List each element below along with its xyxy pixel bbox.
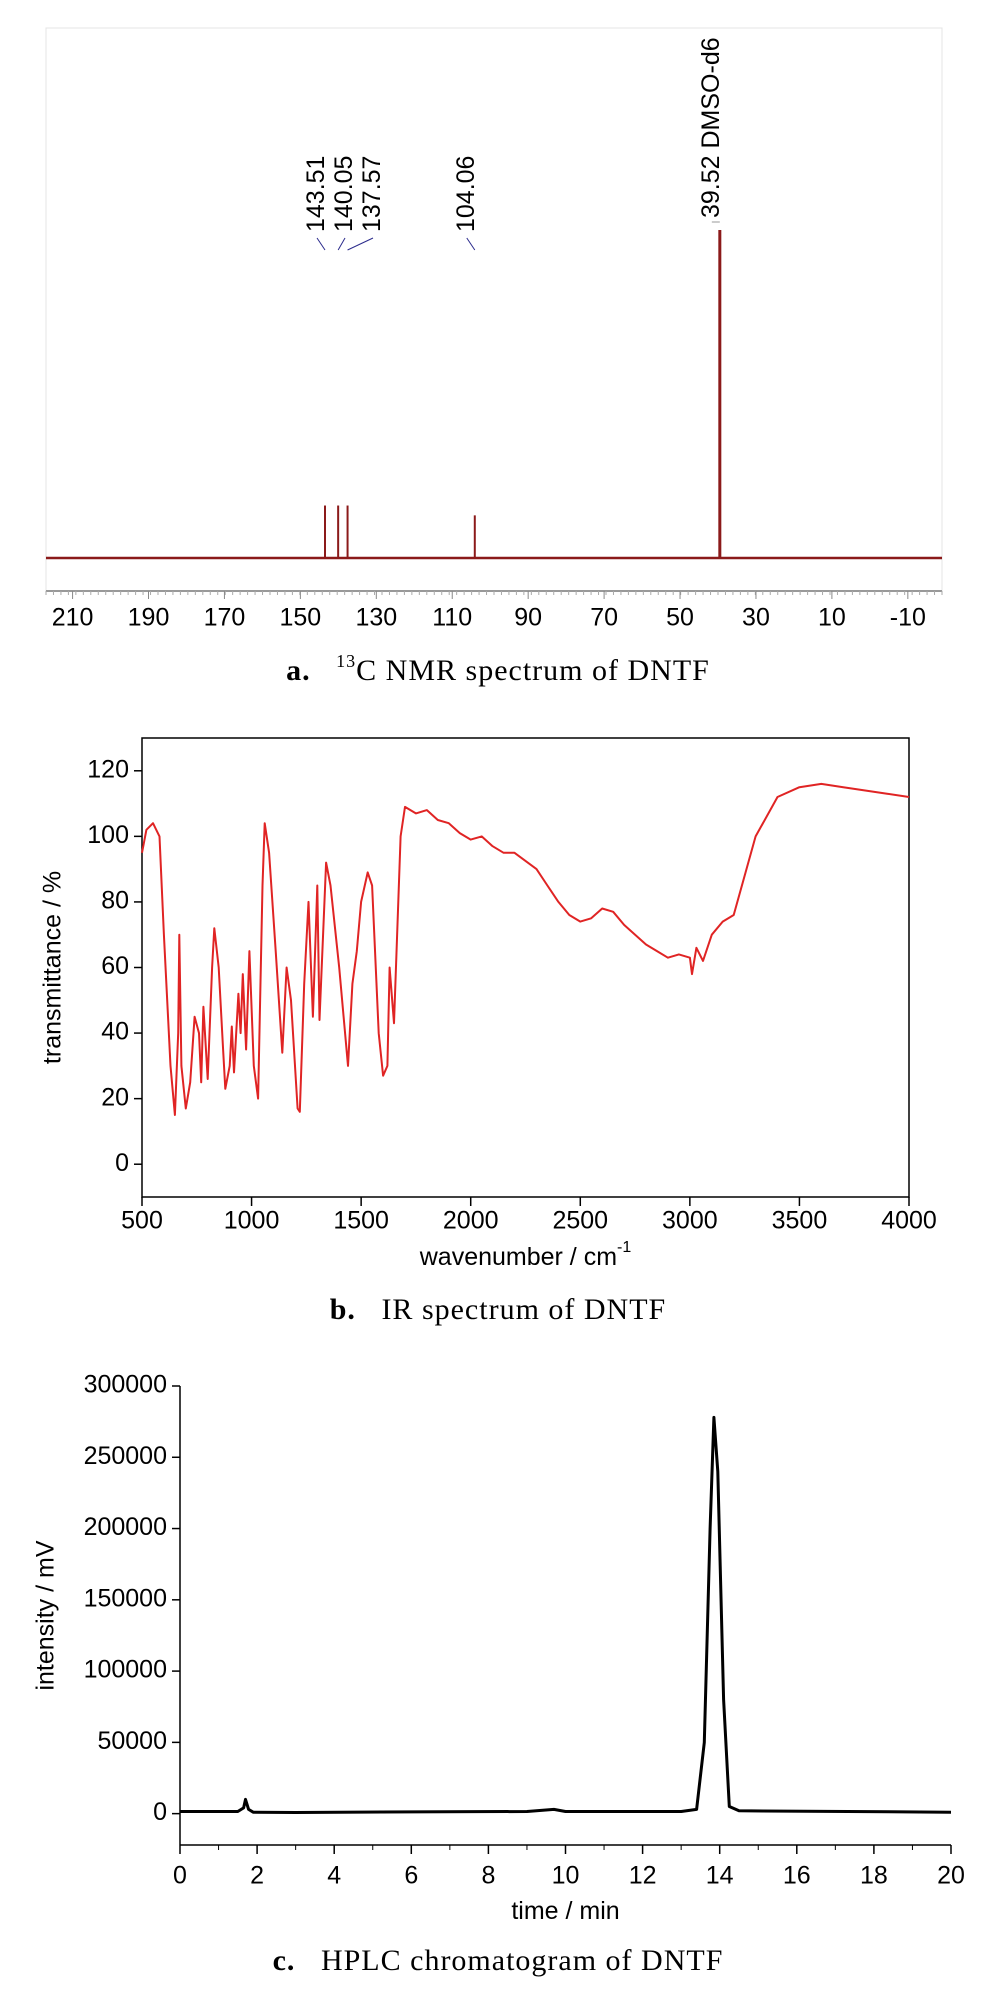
x-tick-label: 6 <box>404 1862 418 1890</box>
x-tick-label: 170 <box>204 604 246 632</box>
x-tick-label: 3500 <box>772 1207 828 1235</box>
y-tick-label: 250000 <box>84 1442 167 1470</box>
y-tick-label: 0 <box>115 1149 129 1177</box>
caption-label: b. <box>330 1293 356 1326</box>
x-tick-label: 190 <box>128 604 170 632</box>
x-tick-label: 0 <box>173 1862 187 1890</box>
caption-text: HPLC chromatogram of DNTF <box>321 1944 723 1977</box>
x-tick-label: 20 <box>937 1862 965 1890</box>
y-tick-label: 50000 <box>97 1727 167 1755</box>
x-axis-label: wavenumber / cm-1 <box>419 1239 632 1270</box>
x-tick-label: 3000 <box>662 1207 718 1235</box>
y-tick-label: 200000 <box>84 1513 167 1541</box>
x-tick-label: 50 <box>666 604 694 632</box>
peak-connector <box>347 237 374 251</box>
x-axis-label-text: time / min <box>511 1897 619 1925</box>
peak-label: 137.57 <box>358 156 386 232</box>
caption-label: a. <box>286 654 311 687</box>
x-tick-label: 150 <box>280 604 322 632</box>
x-tick-label: 70 <box>590 604 618 632</box>
peak-label: 140.05 <box>330 156 358 232</box>
x-tick-label: 8 <box>481 1862 495 1890</box>
plot-frame <box>141 737 910 1198</box>
peak-connector <box>316 237 326 251</box>
caption-text: C NMR spectrum of DNTF <box>356 654 710 687</box>
y-axis-label: transmittance / % <box>39 871 67 1064</box>
peak-label: 104.06 <box>451 156 479 232</box>
y-tick-label: 60 <box>101 952 129 980</box>
y-tick-label: 0 <box>153 1798 167 1826</box>
data-line <box>141 782 910 1116</box>
peak-connector <box>466 237 476 251</box>
peak-label-value: 104.06 <box>451 156 479 232</box>
x-tick-label: 130 <box>355 604 397 632</box>
x-tick-label: 500 <box>121 1207 163 1235</box>
caption: c. HPLC chromatogram of DNTF <box>273 1944 724 1977</box>
x-axis-label-superscript: -1 <box>617 1239 631 1256</box>
peak-label-value: 39.52 <box>696 155 724 218</box>
x-axis-label-text: wavenumber / cm <box>419 1243 617 1271</box>
plot-frame <box>45 27 943 592</box>
x-tick-label: 4000 <box>881 1207 937 1235</box>
x-tick-label: -10 <box>890 604 926 632</box>
x-tick-label: 90 <box>514 604 542 632</box>
y-tick-label: 20 <box>101 1083 129 1111</box>
caption-label: c. <box>273 1944 296 1977</box>
peak-label-value: 140.05 <box>330 156 358 232</box>
caption-text: IR spectrum of DNTF <box>381 1293 666 1326</box>
x-axis-label: time / min <box>511 1897 619 1925</box>
x-tick-label: 2 <box>250 1862 264 1890</box>
x-tick-label: 1500 <box>333 1207 389 1235</box>
y-tick-label: 120 <box>87 755 129 783</box>
x-tick-label: 2000 <box>443 1207 499 1235</box>
x-tick-label: 4 <box>327 1862 341 1890</box>
x-tick-label: 30 <box>742 604 770 632</box>
x-tick-label: 110 <box>432 604 472 632</box>
y-tick-label: 80 <box>101 887 129 915</box>
x-tick-label: 16 <box>783 1862 811 1890</box>
y-tick-label: 100000 <box>84 1656 167 1684</box>
caption: a. 13C NMR spectrum of DNTF <box>286 651 710 687</box>
x-tick-label: 210 <box>52 604 94 632</box>
x-tick-label: 10 <box>552 1862 580 1890</box>
peak-label-value: 143.51 <box>302 156 330 232</box>
peak-label: 39.52 DMSO-d6 <box>696 37 724 218</box>
x-tick-label: 14 <box>706 1862 734 1890</box>
solvent-label: DMSO-d6 <box>696 37 724 148</box>
peak-connector <box>337 237 346 251</box>
x-tick-label: 10 <box>818 604 846 632</box>
caption-superscript: 13 <box>336 651 356 671</box>
x-tick-label: 12 <box>629 1862 657 1890</box>
x-tick-label: 18 <box>860 1862 888 1890</box>
caption: b. IR spectrum of DNTF <box>330 1293 666 1326</box>
y-tick-label: 300000 <box>84 1371 167 1399</box>
x-tick-label: 1000 <box>224 1207 280 1235</box>
y-tick-label: 40 <box>101 1018 129 1046</box>
x-tick-label: 2500 <box>552 1207 608 1235</box>
peak-label: 143.51 <box>302 156 330 232</box>
y-tick-label: 100 <box>87 821 129 849</box>
data-line <box>180 1415 952 1814</box>
peak-label-value: 137.57 <box>358 156 386 232</box>
y-axis-label: intensity / mV <box>32 1540 60 1690</box>
y-tick-label: 150000 <box>84 1584 167 1612</box>
